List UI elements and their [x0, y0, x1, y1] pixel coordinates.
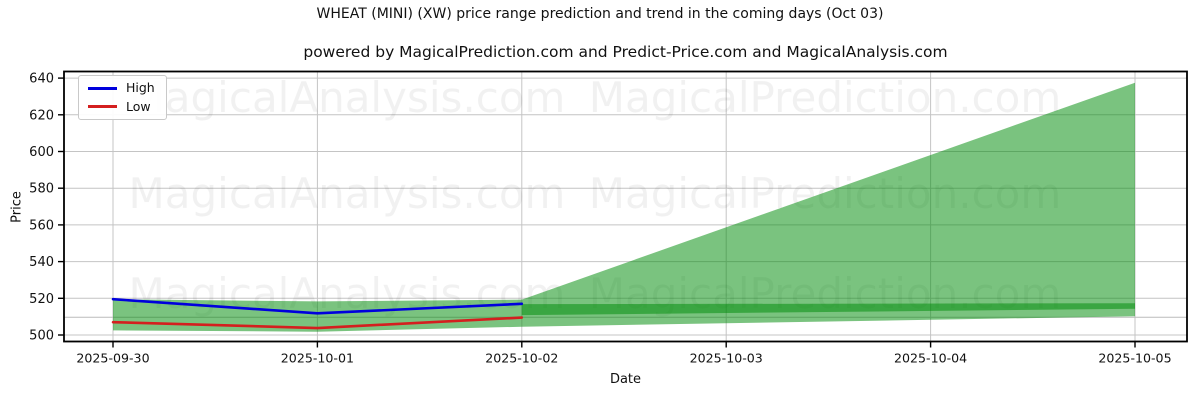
legend-label-high: High: [126, 80, 155, 95]
y-axis-label: Price: [9, 191, 25, 223]
x-tick-label: 2025-10-04: [894, 351, 967, 366]
y-tick-label: 580: [29, 182, 54, 197]
x-tick-label: 2025-09-30: [76, 351, 149, 366]
legend-label-low: Low: [126, 98, 151, 114]
watermark-text: MagicalAnalysis.com: [129, 169, 566, 218]
y-tick-label: 620: [29, 108, 54, 123]
x-tick-label: 2025-10-01: [281, 351, 354, 366]
high-line-swatch: [88, 86, 117, 90]
prediction-core-band: [521, 303, 1135, 316]
high-line: [111, 297, 524, 315]
prediction-fan-band: [521, 82, 1135, 327]
legend-item-high: High: [88, 80, 155, 95]
watermark-text: MagicalAnalysis.com: [129, 73, 566, 122]
watermark-text: MagicalPrediction.com: [589, 73, 1062, 122]
x-tick-label: 2025-10-03: [690, 351, 763, 366]
legend: High Low: [78, 75, 167, 120]
y-tick-label: 540: [29, 255, 54, 270]
y-tick-label: 640: [29, 72, 54, 87]
y-tick-label: 600: [29, 145, 54, 160]
y-tick-label: 520: [29, 292, 54, 307]
chart-title: WHEAT (MINI) (XW) price range prediction…: [316, 6, 884, 22]
low-line: [111, 316, 524, 330]
y-tick-label: 560: [29, 218, 54, 233]
low-line-swatch: [88, 105, 117, 109]
chart-subtitle: powered by MagicalPrediction.com and Pre…: [303, 43, 948, 61]
x-tick-label: 2025-10-02: [485, 351, 558, 366]
legend-item-low: Low: [88, 98, 155, 114]
x-tick-label: 2025-10-05: [1098, 351, 1171, 366]
x-axis-label: Date: [609, 372, 642, 387]
axis-frame: [63, 70, 1188, 343]
y-tick-label: 500: [29, 329, 54, 344]
